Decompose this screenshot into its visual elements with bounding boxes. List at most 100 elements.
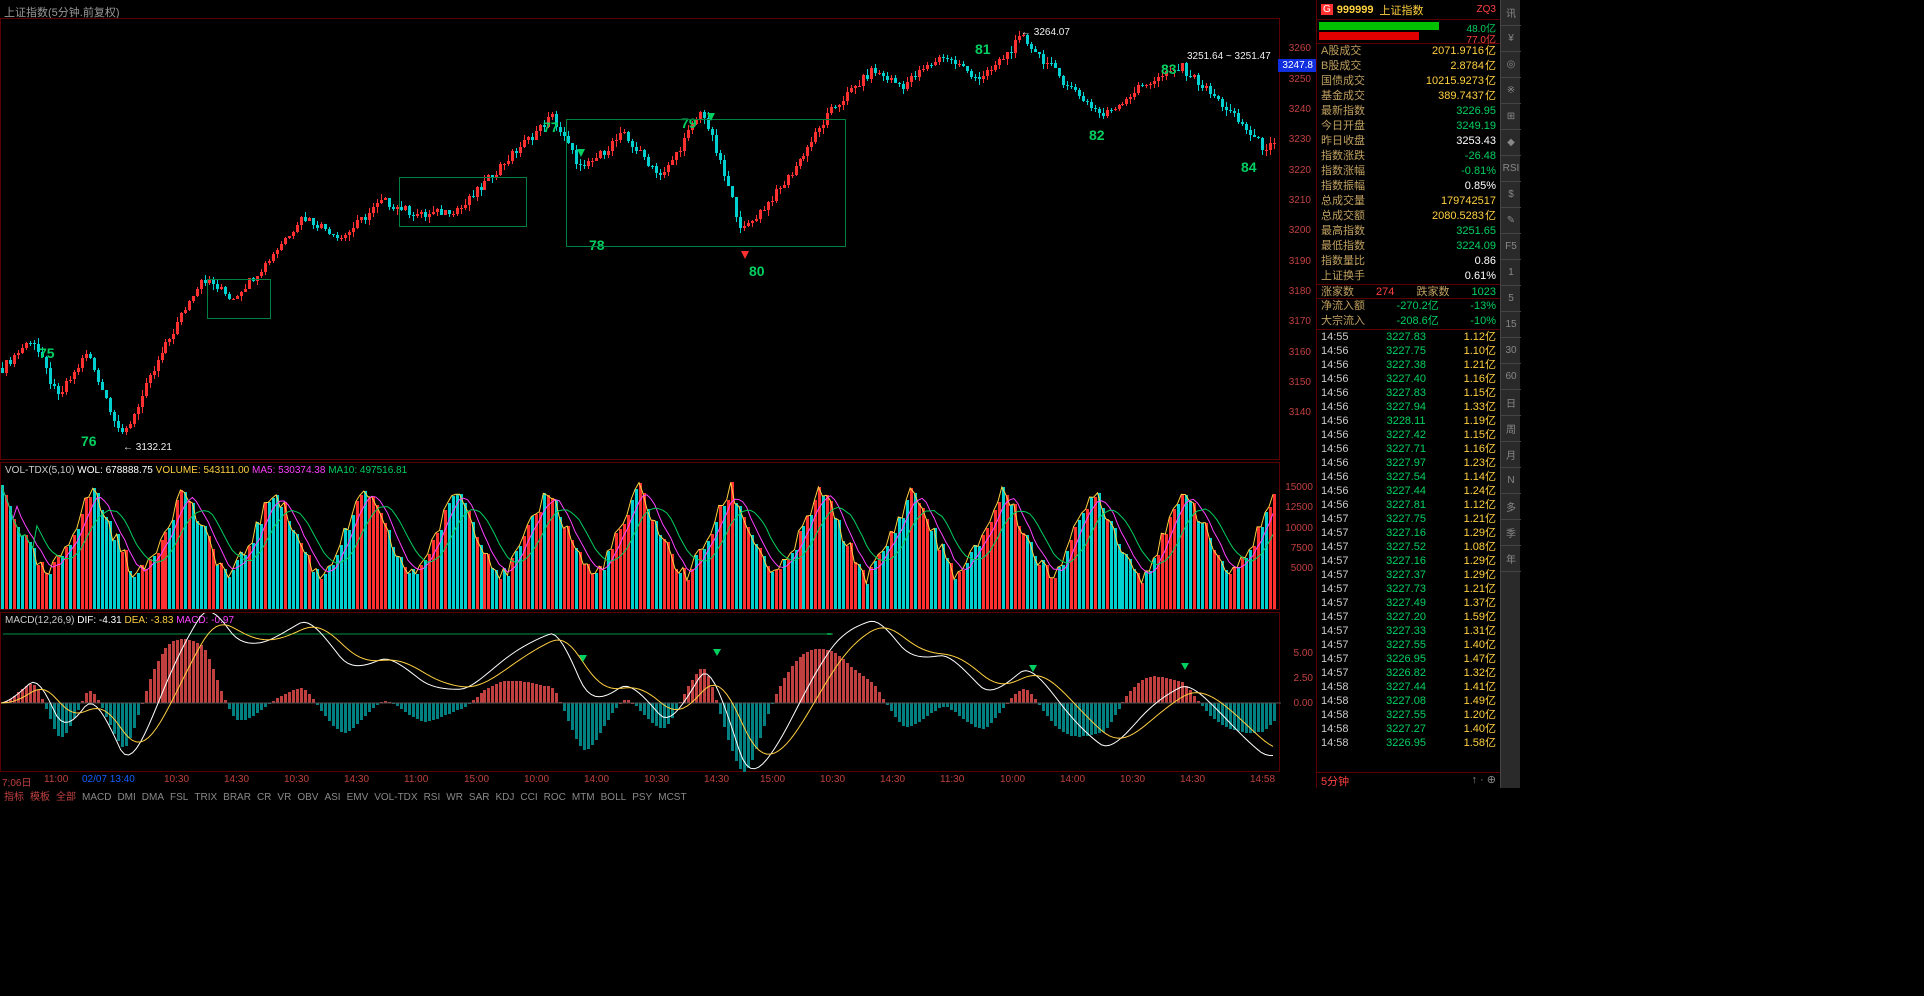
toolbar-button[interactable]: 月 bbox=[1501, 442, 1521, 468]
toolbar-button[interactable]: 讯 bbox=[1501, 0, 1521, 26]
indicator-item[interactable]: MTM bbox=[572, 792, 595, 803]
indicator-item[interactable]: BRAR bbox=[223, 792, 251, 803]
toolbar-button[interactable]: F5 bbox=[1501, 234, 1521, 260]
volume-bar bbox=[791, 553, 794, 609]
indicator-tab[interactable]: 指标 bbox=[4, 792, 24, 803]
price-ytick: 3160 bbox=[1289, 347, 1311, 358]
up-down-row: 涨家数 274 跌家数 1023 bbox=[1317, 284, 1500, 299]
indicator-item[interactable]: TRIX bbox=[194, 792, 217, 803]
volume-bar bbox=[1098, 493, 1101, 609]
volume-bar bbox=[1205, 523, 1208, 609]
indicator-item[interactable]: DMI bbox=[117, 792, 135, 803]
macd-panel[interactable]: MACD(12,26,9) DIF: -4.31 DEA: -3.83 MACD… bbox=[0, 612, 1280, 772]
toolbar-button[interactable]: ※ bbox=[1501, 78, 1521, 104]
indicator-item[interactable]: VOL-TDX bbox=[374, 792, 417, 803]
macd-title: MACD(12,26,9) DIF: -4.31 DEA: -3.83 MACD… bbox=[5, 615, 234, 626]
indicator-item[interactable]: ROC bbox=[544, 792, 566, 803]
volume-bar bbox=[332, 565, 335, 609]
price-ytick: 3180 bbox=[1289, 286, 1311, 297]
toolbar-button[interactable]: ¥ bbox=[1501, 26, 1521, 52]
volume-bar bbox=[264, 503, 267, 609]
macd-bar bbox=[420, 703, 423, 721]
footer-controls[interactable]: ↑ · ⊕ bbox=[1472, 773, 1497, 788]
volume-bar bbox=[671, 554, 674, 609]
price-chart[interactable]: 3140315031603170318031903200321032203230… bbox=[0, 18, 1280, 460]
macd-bar bbox=[1273, 703, 1276, 721]
toolbar-button[interactable]: 年 bbox=[1501, 546, 1521, 572]
volume-bar bbox=[834, 518, 837, 609]
indicator-tabs-bar[interactable]: 指标模板全部 MACD DMI DMA FSL TRIX BRAR CR VR OBV ASI EMV… bbox=[0, 788, 1316, 802]
toolbar-button[interactable]: 周 bbox=[1501, 416, 1521, 442]
macd-bar bbox=[1078, 703, 1081, 737]
indicator-item[interactable]: PSY bbox=[632, 792, 652, 803]
toolbar-button[interactable]: RSI bbox=[1501, 156, 1521, 182]
toolbar-button[interactable]: ◆ bbox=[1501, 130, 1521, 156]
toolbar-button[interactable]: ⊞ bbox=[1501, 104, 1521, 130]
volume-bar bbox=[623, 524, 626, 609]
volume-bar bbox=[866, 584, 869, 609]
macd-bar bbox=[615, 703, 618, 708]
indicator-item[interactable]: EMV bbox=[347, 792, 369, 803]
volume-bar bbox=[583, 564, 586, 609]
toolbar-button[interactable]: 60 bbox=[1501, 364, 1521, 390]
time-axis: 7;06日11:0002/07 13:4010:3014:3010:3014:3… bbox=[0, 774, 1280, 788]
macd-bar bbox=[775, 694, 778, 703]
indicator-item[interactable]: BOLL bbox=[601, 792, 627, 803]
macd-bar bbox=[667, 703, 670, 724]
indicator-item[interactable]: SAR bbox=[469, 792, 490, 803]
indicator-item[interactable]: FSL bbox=[170, 792, 188, 803]
indicator-item[interactable]: ASI bbox=[324, 792, 340, 803]
macd-bar bbox=[384, 701, 387, 703]
toolbar-button[interactable]: $ bbox=[1501, 182, 1521, 208]
time-tick: 11:00 bbox=[404, 774, 428, 785]
macd-bar bbox=[252, 703, 255, 716]
indicator-item[interactable]: RSI bbox=[424, 792, 441, 803]
volume-panel[interactable]: VOL-TDX(5,10) WOL: 678888.75 VOLUME: 543… bbox=[0, 462, 1280, 610]
indicator-item[interactable]: VR bbox=[277, 792, 291, 803]
tick-row: 14:553227.831.12亿 bbox=[1317, 330, 1500, 344]
macd-bar bbox=[818, 649, 821, 703]
toolbar-button[interactable]: 日 bbox=[1501, 390, 1521, 416]
indicator-item[interactable]: CR bbox=[257, 792, 271, 803]
volume-bar bbox=[830, 501, 833, 609]
toolbar-button[interactable]: 1 bbox=[1501, 260, 1521, 286]
toolbar-button[interactable]: 5 bbox=[1501, 286, 1521, 312]
macd-bar bbox=[715, 700, 718, 703]
volume-bar bbox=[1221, 561, 1224, 609]
indicator-item[interactable]: DMA bbox=[142, 792, 164, 803]
indicator-item[interactable]: MACD bbox=[82, 792, 111, 803]
indicator-item[interactable]: OBV bbox=[297, 792, 318, 803]
indicator-tab[interactable]: 模板 bbox=[30, 792, 50, 803]
volume-bar bbox=[787, 559, 790, 609]
volume-bar bbox=[228, 577, 231, 609]
toolbar-button[interactable]: 季 bbox=[1501, 520, 1521, 546]
volume-bar bbox=[719, 505, 722, 609]
time-tick: 10:30 bbox=[1120, 774, 1145, 785]
toolbar-button[interactable]: 30 bbox=[1501, 338, 1521, 364]
volume-bar bbox=[663, 539, 666, 609]
volume-bar bbox=[515, 551, 518, 609]
indicator-item[interactable]: CCI bbox=[520, 792, 537, 803]
macd-bar bbox=[33, 685, 36, 703]
macd-bar bbox=[180, 639, 183, 703]
volume-bar bbox=[1181, 494, 1184, 609]
macd-bar bbox=[324, 703, 327, 716]
toolbar-button[interactable]: 多 bbox=[1501, 494, 1521, 520]
footer-period[interactable]: 5分钟 bbox=[1321, 773, 1349, 788]
toolbar-button[interactable]: ✎ bbox=[1501, 208, 1521, 234]
macd-bar bbox=[683, 694, 686, 703]
macd-bar bbox=[137, 703, 140, 715]
toolbar-button[interactable]: ◎ bbox=[1501, 52, 1521, 78]
macd-bar bbox=[168, 644, 171, 703]
macd-bar bbox=[284, 694, 287, 703]
toolbar-button[interactable]: N bbox=[1501, 468, 1521, 494]
indicator-item[interactable]: MCST bbox=[658, 792, 686, 803]
indicator-tab[interactable]: 全部 bbox=[56, 792, 76, 803]
indicator-item[interactable]: WR bbox=[446, 792, 463, 803]
volume-bar bbox=[412, 569, 415, 609]
toolbar-button[interactable]: 15 bbox=[1501, 312, 1521, 338]
price-yaxis: 3140315031603170318031903200321032203230… bbox=[1279, 19, 1313, 461]
tick-row: 14:563227.441.24亿 bbox=[1317, 484, 1500, 498]
indicator-item[interactable]: KDJ bbox=[495, 792, 514, 803]
volume-bar bbox=[17, 527, 20, 609]
